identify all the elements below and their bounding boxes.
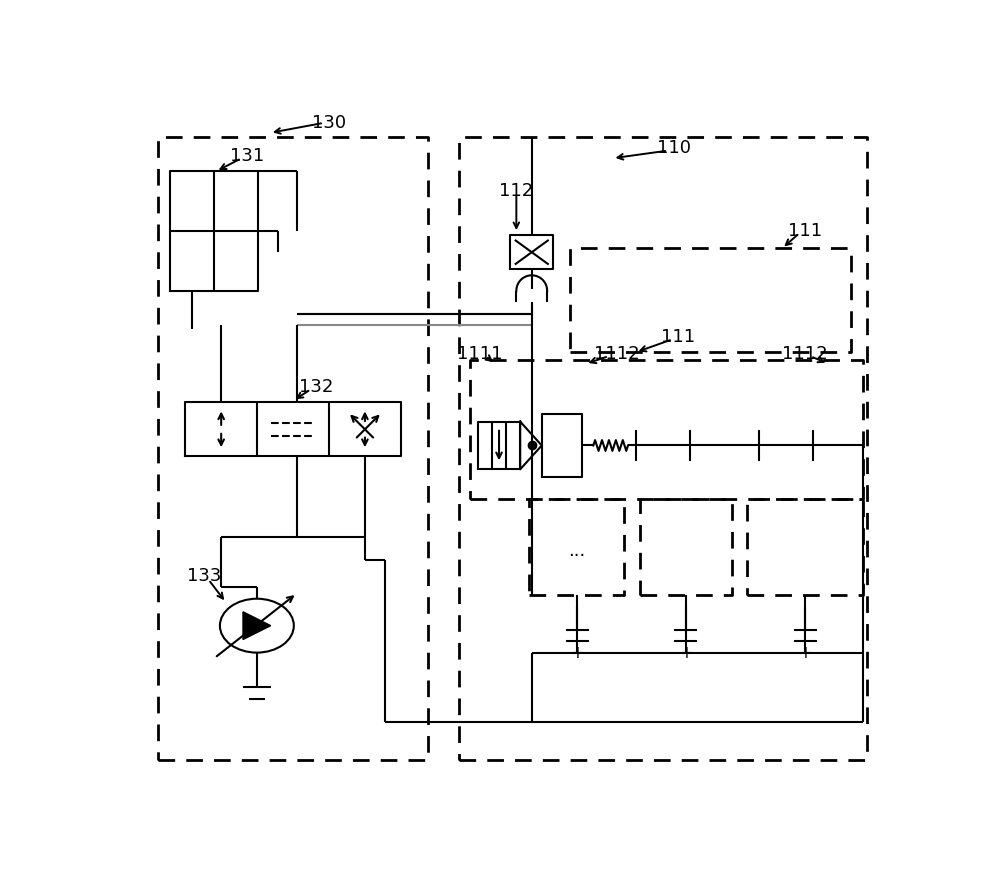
Text: +: + xyxy=(798,644,812,661)
Text: +: + xyxy=(679,644,693,661)
Text: 133: 133 xyxy=(187,566,222,585)
Text: ...: ... xyxy=(569,542,586,560)
Text: 1112: 1112 xyxy=(782,345,828,363)
Text: 132: 132 xyxy=(299,378,333,396)
Text: 112: 112 xyxy=(499,181,533,200)
Text: 1111: 1111 xyxy=(457,345,503,363)
Polygon shape xyxy=(243,612,271,639)
Text: 110: 110 xyxy=(657,140,691,157)
Text: 130: 130 xyxy=(312,114,346,132)
Text: 131: 131 xyxy=(230,147,264,165)
Text: 1112: 1112 xyxy=(594,345,639,363)
Text: +: + xyxy=(570,644,584,661)
Text: 111: 111 xyxy=(661,328,695,346)
Text: 111: 111 xyxy=(788,221,822,240)
